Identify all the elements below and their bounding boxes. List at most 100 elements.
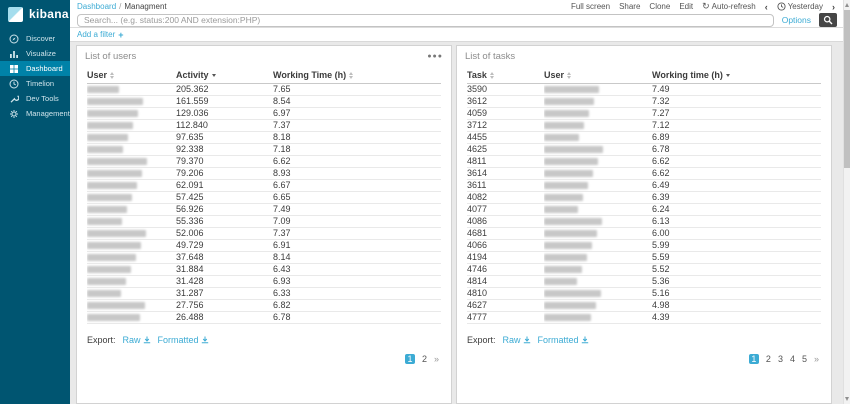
page-button-2[interactable]: 2 [765, 354, 771, 364]
table-row: 4059 7.27 [467, 107, 821, 120]
redacted-user-name [544, 182, 588, 190]
table-row: 4777 4.39 [467, 311, 821, 324]
table-row: 31.287 6.33 [87, 287, 441, 300]
clone-button[interactable]: Clone [649, 2, 671, 11]
auto-refresh-button[interactable]: ↻ Auto-refresh [702, 1, 756, 11]
export-raw-link[interactable]: Raw [503, 335, 531, 345]
page-button-3[interactable]: 3 [777, 354, 783, 364]
table-row: 4625 6.78 [467, 143, 821, 156]
page-button-5[interactable]: 5 [801, 354, 807, 364]
redacted-user-name [87, 98, 143, 106]
sidebar-item-label: Management [26, 109, 70, 118]
panel-header: List of users ●●● [77, 46, 451, 62]
download-icon [201, 336, 208, 344]
sidebar-item-label: Dashboard [26, 64, 63, 73]
scroll-up-icon[interactable] [845, 3, 849, 7]
full-screen-button[interactable]: Full screen [570, 2, 611, 11]
scrollbar-thumb[interactable] [844, 10, 850, 168]
column-header-working-time[interactable]: Working Time (h) [273, 71, 441, 84]
column-header-activity[interactable]: Activity [176, 71, 273, 84]
sidebar-item-management[interactable]: Management [0, 106, 70, 121]
redacted-user-name [87, 110, 138, 118]
redacted-user-name [87, 182, 137, 190]
page-button-1[interactable]: 1 [404, 354, 415, 364]
time-picker-button[interactable]: Yesterday [777, 2, 823, 11]
tasks-table-body: 3590 7.49 3612 7.32 4059 7.27 3712 7.12 4455 6.89… [467, 83, 821, 324]
export-label: Export: [87, 335, 116, 345]
export-label: Export: [467, 335, 496, 345]
redacted-user-name [544, 254, 587, 262]
redacted-user-name [87, 266, 131, 274]
sidebar-item-visualize[interactable]: Visualize [0, 46, 70, 61]
table-row: 4746 5.52 [467, 263, 821, 276]
share-button[interactable]: Share [619, 2, 641, 11]
next-page-button[interactable]: » [813, 354, 819, 364]
column-header-task[interactable]: Task [467, 71, 544, 84]
redacted-user-name [87, 242, 141, 250]
sort-icon [349, 72, 354, 79]
table-row: 3712 7.12 [467, 119, 821, 132]
sidebar: kibana Discover Visualize Dashboard Time… [0, 0, 70, 404]
table-row: 57.425 6.65 [87, 191, 441, 204]
table-row: 3612 7.32 [467, 95, 821, 108]
options-link[interactable]: Options [781, 15, 811, 25]
panel-menu-icon[interactable]: ●●● [427, 53, 443, 60]
download-icon [523, 336, 530, 344]
table-row: 4082 6.39 [467, 191, 821, 204]
redacted-user-name [87, 278, 126, 286]
kibana-logo[interactable]: kibana [0, 0, 70, 28]
export-formatted-link[interactable]: Formatted [158, 335, 209, 345]
edit-button[interactable]: Edit [679, 2, 694, 11]
time-next-button[interactable]: › [832, 1, 835, 12]
page-button-2[interactable]: 2 [421, 354, 427, 364]
page-button-1[interactable]: 1 [748, 354, 759, 364]
users-table-body: 205.362 7.65 161.559 8.54 129.036 6.97 112.840… [87, 83, 441, 324]
export-row: Export: Raw Formatted [87, 335, 441, 345]
redacted-user-name [544, 242, 592, 250]
breadcrumb-separator: / [119, 2, 122, 11]
tasks-table: Task User Working time (h) [467, 71, 821, 324]
table-row: 205.362 7.65 [87, 83, 441, 96]
table-row: 52.006 7.37 [87, 227, 441, 240]
redacted-user-name [87, 290, 121, 298]
redacted-user-name [87, 122, 133, 130]
table-row: 3611 6.49 [467, 179, 821, 192]
clock-icon [777, 2, 786, 11]
sidebar-item-dashboard[interactable]: Dashboard [0, 61, 70, 76]
next-page-button[interactable]: » [433, 354, 439, 364]
export-raw-link[interactable]: Raw [123, 335, 151, 345]
redacted-user-name [87, 254, 136, 262]
table-row: 37.648 8.14 [87, 251, 441, 264]
search-input[interactable] [77, 13, 774, 27]
dashboard-grid: List of users ●●● User Activity [70, 42, 843, 404]
sidebar-item-dev-tools[interactable]: Dev Tools [0, 91, 70, 106]
breadcrumb-dashboard-link[interactable]: Dashboard [77, 2, 117, 11]
app-name: kibana [29, 7, 69, 21]
page-button-4[interactable]: 4 [789, 354, 795, 364]
sidebar-item-discover[interactable]: Discover [0, 31, 70, 46]
redacted-user-name [544, 98, 594, 106]
redacted-user-name [544, 86, 599, 94]
export-row: Export: Raw Formatted [467, 335, 821, 345]
table-row: 31.884 6.43 [87, 263, 441, 276]
column-header-working-time[interactable]: Working time (h) [652, 71, 821, 84]
table-row: 31.428 6.93 [87, 275, 441, 288]
table-row: 3590 7.49 [467, 83, 821, 96]
scroll-down-icon[interactable] [845, 397, 849, 401]
redacted-user-name [544, 266, 582, 274]
column-header-user[interactable]: User [544, 71, 652, 84]
redacted-user-name [87, 206, 127, 214]
vertical-scrollbar[interactable] [843, 0, 850, 404]
query-bar: Options [70, 11, 843, 27]
export-formatted-link[interactable]: Formatted [538, 335, 589, 345]
panel-list-of-tasks: List of tasks Task User [456, 45, 832, 404]
table-row: 97.635 8.18 [87, 131, 441, 144]
table-row: 129.036 6.97 [87, 107, 441, 120]
add-filter-button[interactable]: Add a filter + [77, 29, 124, 40]
column-header-user[interactable]: User [87, 71, 176, 84]
search-button[interactable] [819, 13, 837, 27]
search-icon [823, 15, 833, 25]
sidebar-item-timelion[interactable]: Timelion [0, 76, 70, 91]
table-row: 79.206 8.93 [87, 167, 441, 180]
time-prev-button[interactable]: ‹ [764, 1, 768, 12]
